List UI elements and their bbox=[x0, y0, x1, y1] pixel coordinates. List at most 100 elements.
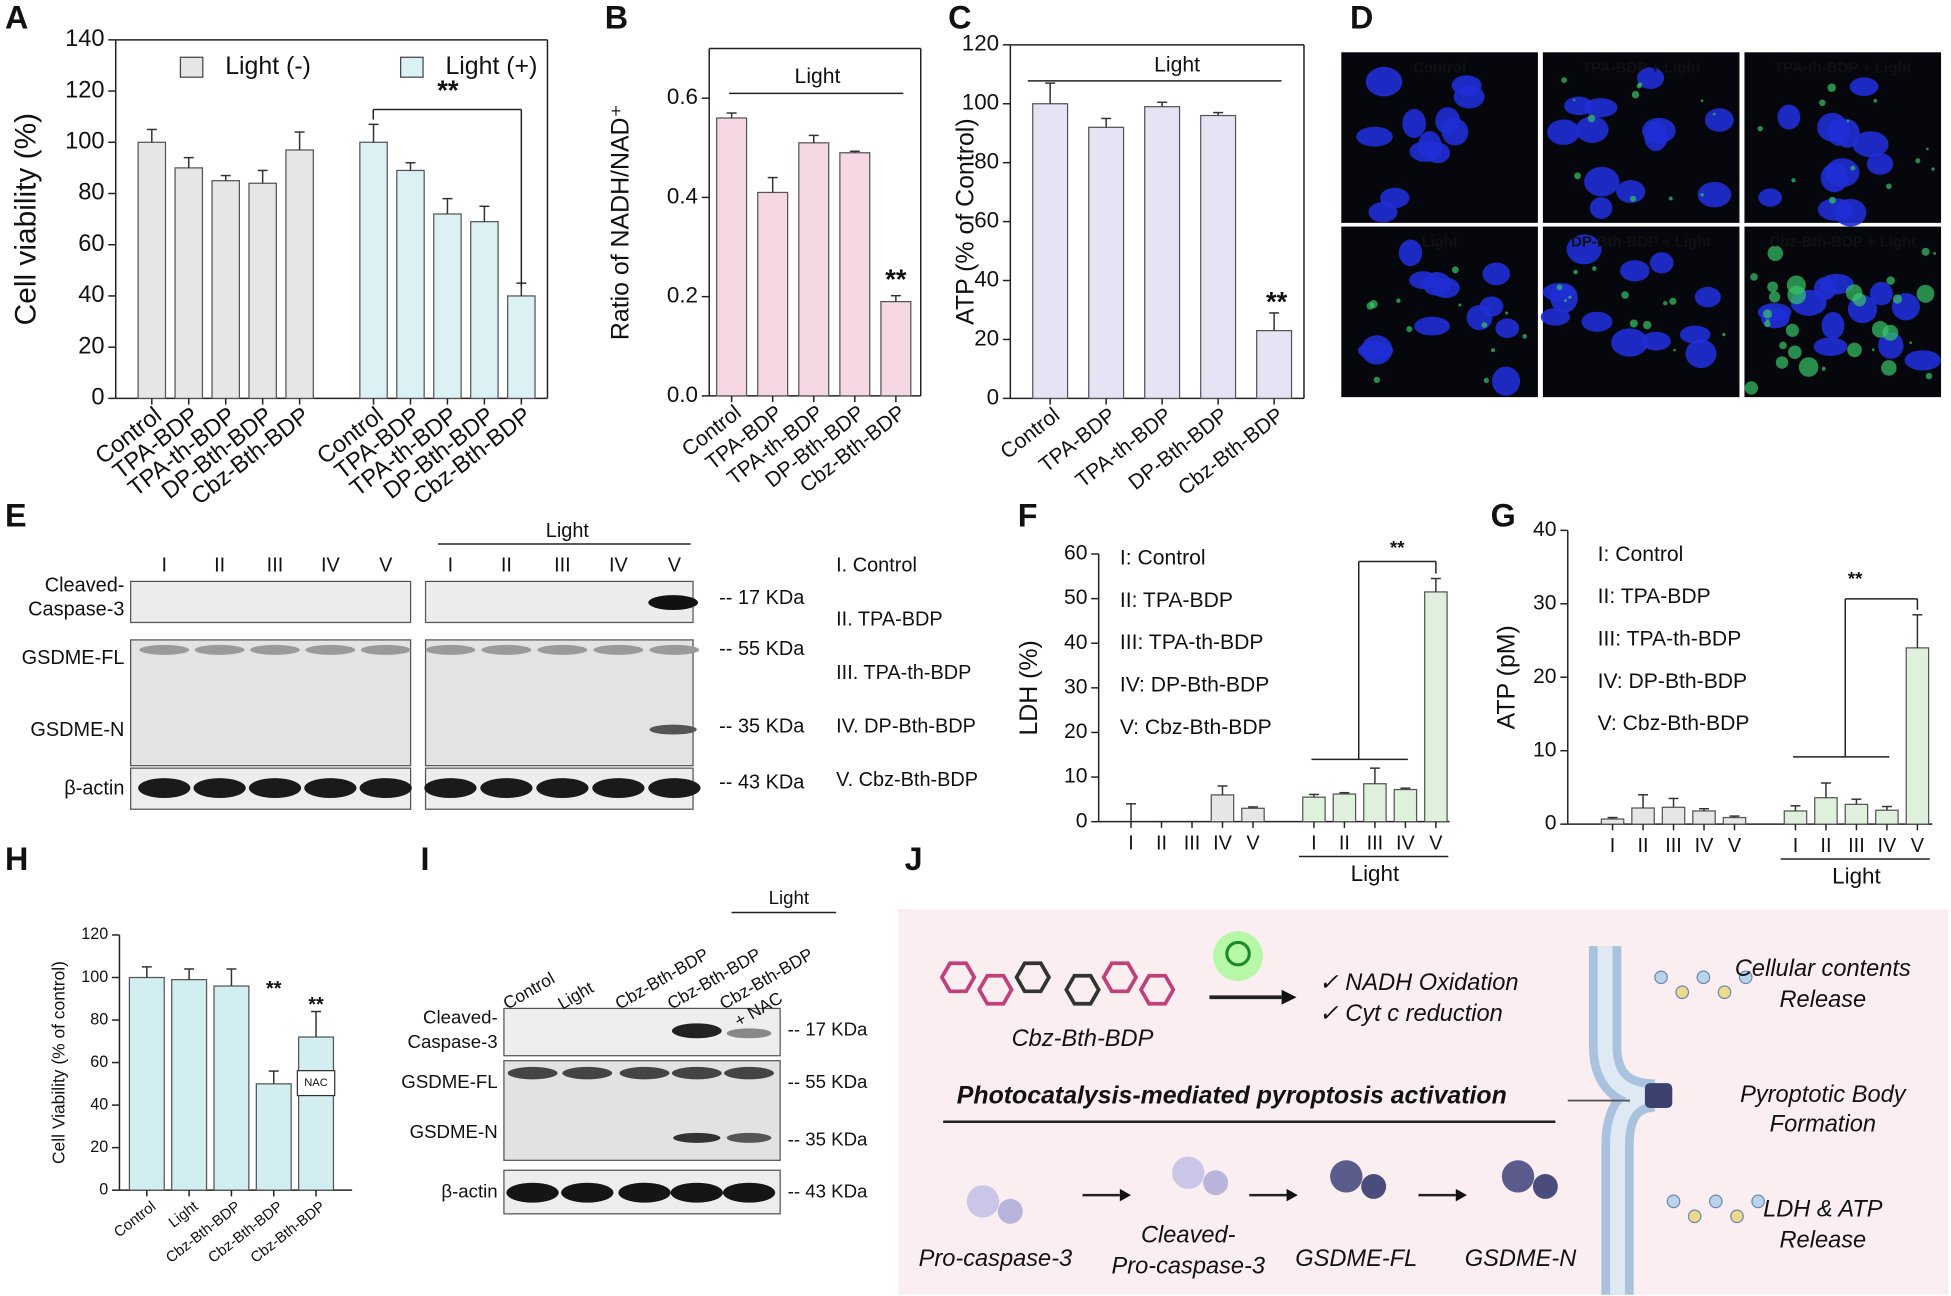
row-label: GSDME-FL bbox=[22, 647, 125, 669]
x-tick-label: Control bbox=[111, 1198, 159, 1241]
panel-label: J bbox=[905, 841, 923, 877]
outcome-label: Release bbox=[1780, 1227, 1867, 1253]
y-axis-label: LDH (%) bbox=[1015, 640, 1043, 735]
error-bar bbox=[1699, 807, 1709, 811]
green-signal bbox=[1775, 356, 1789, 369]
lane-label: IV bbox=[321, 555, 341, 577]
green-signal bbox=[1916, 284, 1935, 303]
legend-swatch bbox=[179, 56, 204, 78]
key-item: IV. DP-Bth-BDP bbox=[836, 715, 976, 737]
compound-label: Cbz-Bth-BDP bbox=[1012, 1026, 1154, 1052]
nucleus bbox=[1584, 166, 1620, 197]
error-bar bbox=[726, 112, 737, 119]
bar bbox=[1905, 647, 1930, 825]
error-bar bbox=[268, 1070, 279, 1084]
bar bbox=[1363, 783, 1387, 823]
molecule-ring bbox=[1101, 961, 1139, 994]
green-signal bbox=[1798, 357, 1819, 377]
nucleus bbox=[1432, 277, 1460, 299]
y-tick-label: 0 bbox=[99, 1180, 108, 1198]
nucleus bbox=[1361, 335, 1393, 365]
green-signal bbox=[1828, 196, 1836, 204]
green-signal bbox=[1642, 320, 1652, 330]
band bbox=[673, 1132, 721, 1143]
band bbox=[425, 644, 476, 655]
y-tick-label: 20 bbox=[1533, 665, 1557, 688]
nucleus bbox=[1904, 350, 1941, 371]
green-signal bbox=[1757, 125, 1763, 132]
key-item: IV: DP-Bth-BDP bbox=[1120, 674, 1270, 697]
x-tick-label: I bbox=[1610, 835, 1616, 857]
nucleus bbox=[1821, 312, 1845, 340]
arrow-head bbox=[1119, 1188, 1132, 1202]
error-bar bbox=[220, 174, 231, 181]
panel-label: E bbox=[5, 497, 27, 533]
lane-label: II bbox=[214, 555, 225, 577]
green-signal bbox=[1673, 348, 1676, 352]
content bbox=[1738, 970, 1753, 985]
green-signal bbox=[1490, 348, 1496, 353]
bar bbox=[1200, 114, 1237, 400]
green-signal bbox=[1568, 295, 1572, 299]
micrograph-label: DP-Bth-BDP + Light bbox=[1571, 234, 1711, 251]
row-label: GSDME-FL bbox=[401, 1071, 497, 1092]
green-signal bbox=[1481, 322, 1488, 328]
bar bbox=[1302, 796, 1326, 823]
nucleus bbox=[1409, 271, 1438, 290]
content bbox=[1730, 1209, 1744, 1224]
green-signal bbox=[1373, 376, 1381, 383]
band bbox=[592, 778, 645, 799]
green-signal bbox=[1925, 372, 1933, 380]
bar bbox=[1393, 788, 1418, 823]
micrograph-label: Light bbox=[1421, 234, 1457, 251]
green-signal bbox=[1881, 360, 1897, 376]
x-tick-label: I bbox=[1128, 832, 1134, 854]
green-signal bbox=[1847, 342, 1862, 358]
error-bar bbox=[1126, 803, 1137, 822]
group-label: Light bbox=[546, 520, 590, 542]
nucleus bbox=[1878, 332, 1904, 359]
nucleus bbox=[1435, 107, 1461, 135]
light-icon bbox=[1225, 940, 1251, 967]
nucleus bbox=[1777, 104, 1801, 130]
error-bar bbox=[1217, 785, 1228, 795]
panel-label: G bbox=[1491, 497, 1516, 533]
green-signal bbox=[1712, 112, 1716, 116]
y-tick-label: 40 bbox=[974, 266, 999, 291]
green-signal bbox=[1926, 147, 1929, 151]
error-bar bbox=[1430, 577, 1441, 592]
bar bbox=[1875, 809, 1899, 825]
error-bar bbox=[405, 162, 416, 171]
legend-swatch bbox=[400, 56, 424, 78]
error-bar bbox=[311, 1010, 322, 1038]
key-item: III: TPA-th-BDP bbox=[1598, 627, 1742, 650]
annotation: ** bbox=[266, 978, 282, 1000]
bar bbox=[174, 167, 204, 400]
light-icon bbox=[1213, 931, 1263, 982]
y-axis-label: ATP (pM) bbox=[1493, 625, 1521, 729]
x-tick-label: II bbox=[1339, 832, 1350, 854]
bar bbox=[880, 300, 912, 397]
band bbox=[649, 644, 700, 655]
group-label: Light bbox=[795, 65, 841, 88]
y-tick-label: 0 bbox=[987, 384, 999, 409]
nucleus bbox=[1482, 262, 1511, 286]
row-label: Cleaved- bbox=[45, 575, 125, 597]
y-tick-label: 80 bbox=[78, 180, 104, 206]
content bbox=[1654, 970, 1668, 985]
band bbox=[722, 1182, 776, 1203]
bar bbox=[470, 221, 499, 400]
bar bbox=[1814, 797, 1838, 825]
molecule-ring bbox=[939, 961, 977, 994]
nucleus bbox=[1685, 339, 1717, 369]
nucleus bbox=[1852, 131, 1889, 158]
y-tick-label: 80 bbox=[90, 1010, 108, 1028]
green-signal bbox=[1764, 320, 1771, 328]
nucleus bbox=[1704, 108, 1734, 132]
nucleus bbox=[1414, 316, 1451, 336]
bar bbox=[1241, 807, 1265, 823]
nucleus bbox=[1402, 109, 1426, 138]
green-signal bbox=[1886, 183, 1892, 190]
y-tick-label: 140 bbox=[65, 26, 104, 52]
